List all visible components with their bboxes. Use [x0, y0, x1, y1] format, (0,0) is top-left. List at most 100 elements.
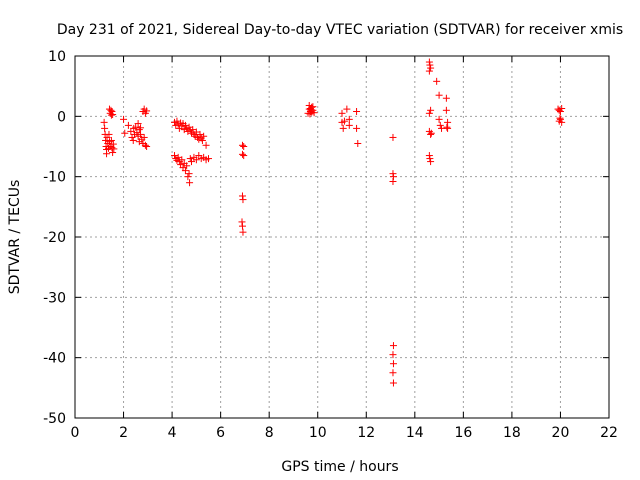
- data-point: [198, 136, 206, 144]
- data-point: [186, 179, 194, 187]
- data-point: [110, 145, 118, 153]
- data-point: [101, 124, 109, 132]
- data-point: [239, 228, 247, 236]
- x-axis: 0 2 4 6 8 10 12 14 16 18 20 22: [71, 56, 618, 441]
- data-point: [389, 360, 397, 368]
- data-point: [108, 108, 116, 116]
- data-point: [132, 123, 140, 131]
- data-point: [556, 108, 564, 116]
- data-point: [240, 152, 248, 160]
- data-point: [238, 222, 246, 230]
- x-tick-label: 10: [309, 425, 327, 441]
- x-tick-label: 20: [552, 425, 570, 441]
- data-point: [433, 77, 441, 85]
- data-point: [107, 136, 115, 144]
- data-point: [140, 133, 148, 141]
- data-point: [389, 177, 397, 185]
- data-point: [134, 120, 142, 128]
- data-point: [186, 155, 194, 163]
- data-point: [143, 107, 151, 115]
- data-point: [143, 143, 151, 150]
- data-point: [129, 136, 137, 144]
- data-point: [435, 115, 443, 123]
- y-tick-label: 10: [48, 49, 66, 65]
- data-point: [103, 150, 111, 158]
- data-point: [238, 141, 246, 149]
- y-tick-label: -30: [43, 290, 66, 306]
- data-series: [100, 58, 566, 387]
- data-point: [436, 121, 444, 129]
- y-tick-label: -50: [43, 411, 66, 427]
- data-point: [109, 111, 117, 119]
- data-point: [425, 152, 433, 160]
- data-point: [124, 121, 132, 129]
- data-point: [305, 101, 313, 109]
- x-tick-label: 2: [119, 425, 128, 441]
- x-tick-label: 14: [406, 425, 424, 441]
- data-point: [353, 108, 361, 116]
- data-point: [426, 61, 434, 69]
- data-point: [181, 121, 189, 129]
- data-point: [135, 126, 143, 134]
- data-point: [427, 130, 435, 138]
- x-tick-label: 18: [503, 425, 521, 441]
- y-tick-label: -20: [43, 230, 66, 246]
- data-point: [238, 150, 246, 158]
- data-point: [205, 155, 212, 163]
- data-point: [127, 127, 135, 135]
- data-point: [435, 91, 443, 99]
- data-point: [558, 104, 566, 112]
- data-point: [339, 124, 347, 132]
- data-point: [427, 64, 435, 72]
- data-point: [174, 153, 182, 161]
- data-point: [556, 114, 564, 122]
- data-point: [425, 109, 433, 117]
- data-point: [338, 109, 346, 117]
- data-point: [173, 117, 181, 125]
- x-tick-label: 22: [600, 425, 618, 441]
- data-point: [340, 117, 348, 125]
- data-point: [425, 67, 433, 75]
- data-point: [171, 152, 179, 160]
- data-point: [443, 123, 451, 131]
- x-tick-label: 8: [265, 425, 274, 441]
- data-point: [181, 167, 189, 175]
- data-point: [185, 170, 193, 178]
- data-point: [141, 141, 149, 149]
- data-point: [120, 115, 128, 123]
- data-point: [353, 124, 361, 132]
- data-point: [558, 118, 566, 126]
- data-point: [442, 94, 450, 102]
- data-point: [240, 143, 248, 150]
- y-tick-label: -10: [43, 170, 66, 186]
- data-point: [192, 128, 200, 136]
- chart-title: Day 231 of 2021, Sidereal Day-to-day VTE…: [57, 22, 623, 38]
- data-point: [438, 124, 446, 132]
- data-point: [196, 130, 204, 138]
- data-point: [307, 106, 315, 114]
- data-point: [427, 129, 435, 137]
- data-point: [389, 379, 397, 387]
- data-point: [444, 118, 452, 126]
- data-point: [137, 130, 145, 138]
- x-tick-label: 0: [71, 425, 80, 441]
- data-point: [306, 110, 314, 118]
- data-point: [343, 105, 351, 113]
- data-point: [345, 115, 353, 123]
- data-point: [427, 158, 435, 166]
- data-point: [183, 162, 191, 170]
- data-point: [192, 156, 200, 164]
- data-point: [189, 126, 197, 134]
- y-axis: 10 0 -10 -20 -30 -40 -50: [43, 49, 609, 427]
- data-point: [121, 129, 129, 137]
- y-tick-label: -40: [43, 351, 66, 367]
- x-tick-label: 6: [216, 425, 225, 441]
- data-point: [178, 156, 186, 164]
- data-point: [345, 121, 353, 129]
- data-point: [105, 130, 113, 138]
- data-point: [109, 149, 117, 157]
- x-tick-label: 12: [357, 425, 375, 441]
- data-point: [389, 369, 397, 377]
- data-point: [427, 106, 435, 114]
